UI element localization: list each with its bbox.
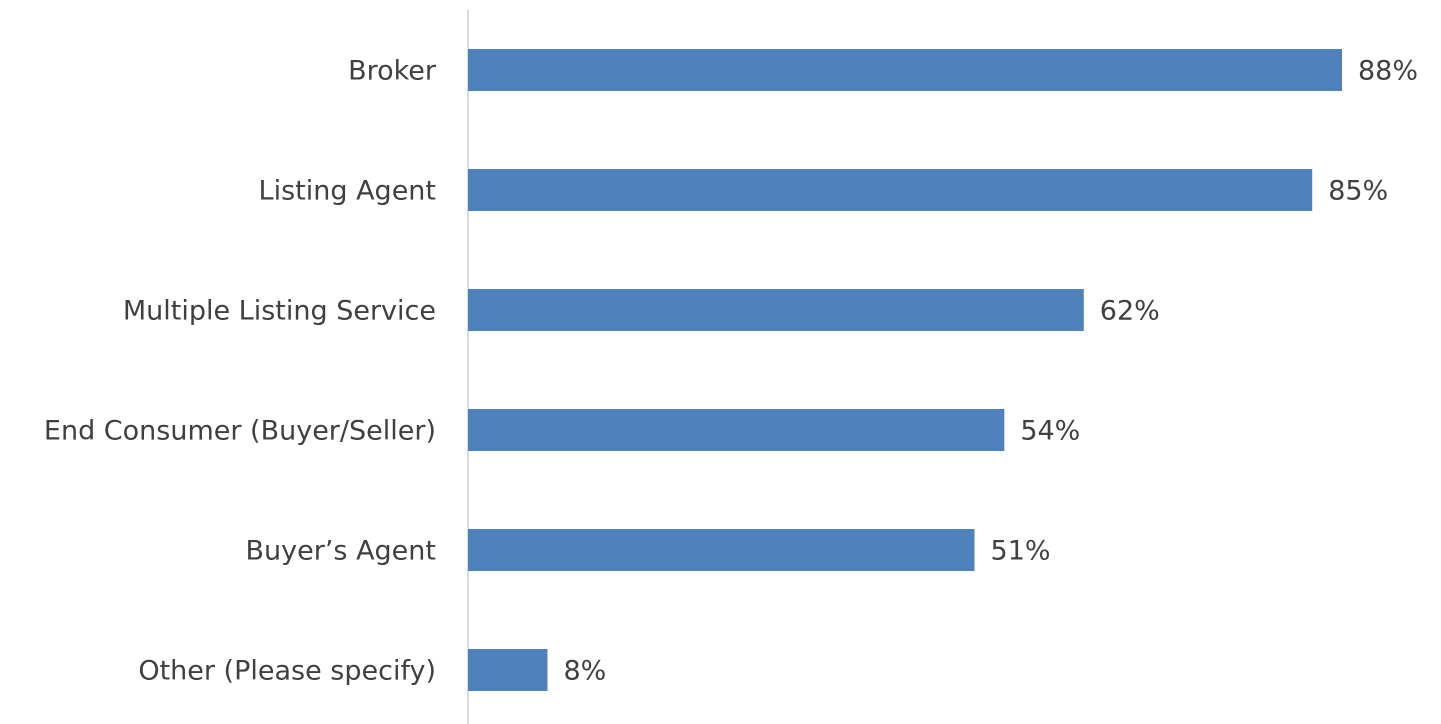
bar bbox=[468, 169, 1313, 211]
y-tick-label: Broker bbox=[348, 56, 437, 87]
data-label: 8% bbox=[563, 656, 606, 687]
bar bbox=[468, 409, 1005, 451]
data-label: 54% bbox=[1020, 416, 1080, 447]
data-label: 62% bbox=[1100, 296, 1160, 327]
data-label: 88% bbox=[1358, 56, 1418, 87]
y-tick-label: End Consumer (Buyer/Seller) bbox=[44, 416, 436, 447]
data-label: 51% bbox=[991, 536, 1051, 567]
y-tick-label: Multiple Listing Service bbox=[123, 296, 436, 327]
bar bbox=[468, 529, 975, 571]
data-label: 85% bbox=[1328, 176, 1388, 207]
bar bbox=[468, 289, 1084, 331]
y-tick-label: Other (Please specify) bbox=[138, 656, 436, 687]
y-tick-label: Listing Agent bbox=[259, 176, 436, 207]
bar bbox=[468, 49, 1342, 91]
bar bbox=[468, 649, 548, 691]
y-tick-label: Buyer’s Agent bbox=[246, 536, 436, 567]
